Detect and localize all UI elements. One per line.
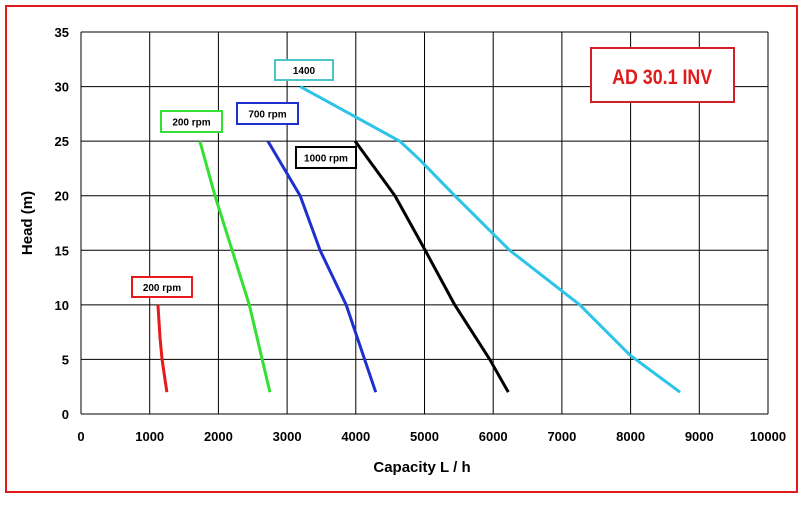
- y-tick-label: 25: [55, 134, 69, 149]
- series-line: [198, 140, 272, 393]
- series-label-box: [131, 276, 193, 298]
- series-label-box: [160, 110, 223, 133]
- series-line: [299, 85, 681, 394]
- x-tick-label: 3000: [273, 429, 302, 444]
- x-axis-label: Capacity L / h: [373, 459, 470, 476]
- y-tick-label: 15: [55, 243, 69, 258]
- x-tick-label: 1000: [135, 429, 164, 444]
- x-tick-label: 7000: [547, 429, 576, 444]
- chart-title: AD 30.1 INV: [612, 66, 712, 90]
- series-line: [353, 140, 510, 393]
- series-label-box: [236, 102, 299, 125]
- x-tick-label: 8000: [616, 429, 645, 444]
- series-line: [156, 304, 169, 393]
- x-tick-label: 2000: [204, 429, 233, 444]
- y-tick-label: 0: [62, 407, 69, 422]
- series-line: [266, 140, 378, 393]
- series-label-box: [295, 146, 357, 169]
- series-label-box: [274, 59, 334, 81]
- y-tick-label: 30: [55, 80, 69, 95]
- y-tick-label: 35: [55, 25, 69, 40]
- x-tick-label: 10000: [750, 429, 786, 444]
- y-tick-label: 20: [55, 189, 69, 204]
- y-tick-label: 5: [62, 352, 69, 367]
- title-box: [590, 47, 735, 103]
- outer-border: [5, 5, 798, 493]
- y-tick-label: 10: [55, 298, 69, 313]
- series-label: 1400: [293, 66, 316, 77]
- y-axis-label: Head (m): [19, 191, 36, 255]
- series-label: 200 rpm: [143, 283, 181, 294]
- x-tick-label: 4000: [341, 429, 370, 444]
- x-tick-label: 9000: [685, 429, 714, 444]
- x-tick-label: 5000: [410, 429, 439, 444]
- series-label: 200 rpm: [172, 118, 210, 129]
- x-tick-label: 6000: [479, 429, 508, 444]
- x-tick-label: 0: [77, 429, 84, 444]
- series-label: 700 rpm: [248, 110, 286, 121]
- series-label: 1000 rpm: [304, 154, 348, 165]
